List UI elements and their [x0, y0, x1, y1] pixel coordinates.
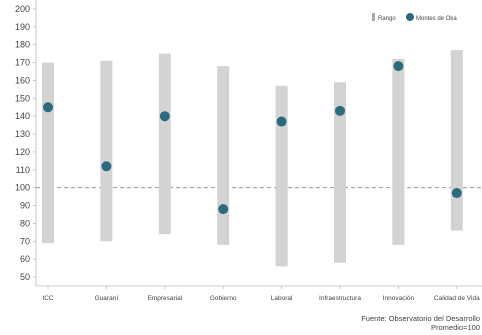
- category-label: Guaraní: [95, 295, 119, 302]
- y-tick-label: 80: [20, 218, 30, 228]
- data-point: [43, 102, 53, 113]
- range-bar: [450, 50, 463, 231]
- category-label: Calidad de Vida: [434, 295, 480, 302]
- category-label: ICC: [42, 295, 54, 302]
- legend-range-label: Rango: [378, 16, 396, 22]
- range-bar: [100, 60, 113, 242]
- y-tick-label: 200: [15, 4, 30, 14]
- data-points: [43, 61, 462, 215]
- y-tick-label: 60: [20, 254, 30, 264]
- y-tick-label: 120: [15, 147, 30, 157]
- data-point: [335, 105, 345, 116]
- y-tick-label: 180: [15, 40, 30, 50]
- y-tick-label: 150: [15, 93, 30, 103]
- y-tick-label: 70: [20, 236, 30, 246]
- legend-range-swatch: [372, 13, 375, 21]
- y-tick-label: 140: [15, 111, 30, 121]
- range-bar: [42, 62, 54, 244]
- data-point: [218, 204, 229, 215]
- average-note: Promedio=100: [431, 323, 480, 332]
- y-tick-label: 160: [15, 75, 30, 85]
- range-bar: [158, 53, 171, 235]
- category-label: Innovación: [383, 295, 415, 302]
- source-note: Fuente: Observatorio del Desarrollo: [361, 314, 480, 323]
- y-ticks: 50 60 70 80 90 100 110 120 130 140 150 160 170 180 190…: [15, 4, 36, 282]
- category-label: Laboral: [271, 295, 293, 302]
- y-tick-label: 100: [15, 183, 30, 193]
- data-point: [101, 161, 112, 172]
- y-tick-label: 190: [15, 22, 30, 32]
- legend-point-swatch: [406, 13, 414, 21]
- category-label: Infraestructura: [319, 295, 361, 302]
- data-point: [159, 111, 170, 122]
- data-point: [276, 116, 287, 127]
- y-tick-label: 90: [20, 201, 30, 211]
- legend: Rango Montes de Oka: [372, 13, 457, 22]
- range-bar: [334, 82, 346, 263]
- category-label: Gobierno: [210, 295, 237, 302]
- range-bar: [392, 58, 405, 245]
- y-tick-label: 110: [16, 165, 30, 175]
- category-label: Empresarial: [147, 295, 182, 302]
- range-bar: [275, 85, 288, 267]
- y-tick-label: 50: [20, 272, 30, 282]
- range-bars: [42, 50, 463, 267]
- y-tick-label: 130: [15, 129, 30, 139]
- legend-point-label: Montes de Oka: [416, 16, 457, 22]
- y-tick-label: 170: [15, 58, 30, 68]
- data-point: [393, 61, 404, 72]
- range-bar: [217, 66, 230, 245]
- category-labels: ICC Guaraní Empresarial Gobierno Laboral Infr…: [42, 286, 480, 302]
- data-point: [451, 188, 462, 199]
